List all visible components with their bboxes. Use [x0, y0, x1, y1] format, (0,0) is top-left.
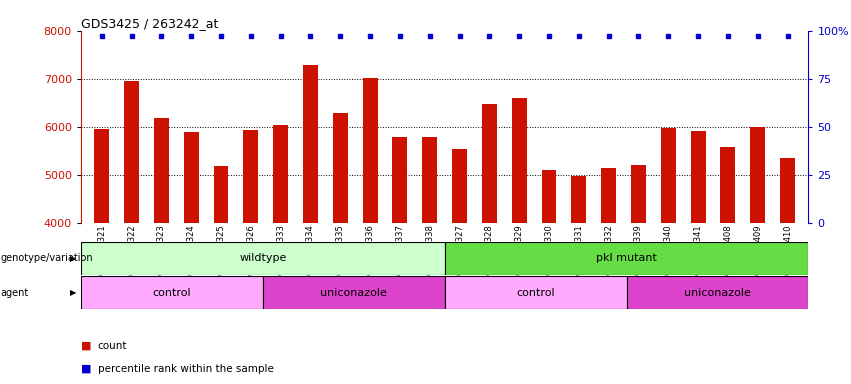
Bar	[273, 125, 288, 384]
Text: pkl mutant: pkl mutant	[596, 253, 657, 263]
Bar	[541, 170, 557, 384]
Bar	[444, 276, 626, 309]
Bar	[81, 276, 263, 309]
Bar	[661, 128, 676, 384]
Bar	[392, 137, 408, 384]
Bar	[631, 165, 646, 384]
Bar	[452, 149, 467, 384]
Text: ▶: ▶	[70, 254, 77, 263]
Bar	[571, 176, 586, 384]
Bar	[303, 65, 318, 384]
Bar	[482, 104, 497, 384]
Bar	[626, 276, 808, 309]
Bar	[691, 131, 705, 384]
Bar	[214, 166, 228, 384]
Text: ■: ■	[81, 364, 91, 374]
Bar	[511, 98, 527, 384]
Bar	[422, 137, 437, 384]
Bar	[243, 130, 258, 384]
Text: agent: agent	[1, 288, 29, 298]
Text: ■: ■	[81, 341, 91, 351]
Bar	[154, 118, 168, 384]
Bar	[263, 276, 444, 309]
Bar	[124, 81, 139, 384]
Text: genotype/variation: genotype/variation	[1, 253, 94, 263]
Bar	[333, 113, 348, 384]
Bar	[780, 158, 795, 384]
Bar	[81, 242, 444, 275]
Text: percentile rank within the sample: percentile rank within the sample	[98, 364, 274, 374]
Text: count: count	[98, 341, 128, 351]
Text: wildtype: wildtype	[239, 253, 287, 263]
Bar	[444, 242, 808, 275]
Text: ▶: ▶	[70, 288, 77, 297]
Text: uniconazole: uniconazole	[320, 288, 387, 298]
Bar	[184, 131, 198, 384]
Text: GDS3425 / 263242_at: GDS3425 / 263242_at	[81, 17, 218, 30]
Text: control: control	[152, 288, 191, 298]
Text: uniconazole: uniconazole	[684, 288, 751, 298]
Bar	[721, 147, 735, 384]
Bar	[751, 127, 765, 384]
Bar	[363, 78, 378, 384]
Bar	[601, 169, 616, 384]
Bar	[94, 129, 109, 384]
Text: control: control	[517, 288, 555, 298]
